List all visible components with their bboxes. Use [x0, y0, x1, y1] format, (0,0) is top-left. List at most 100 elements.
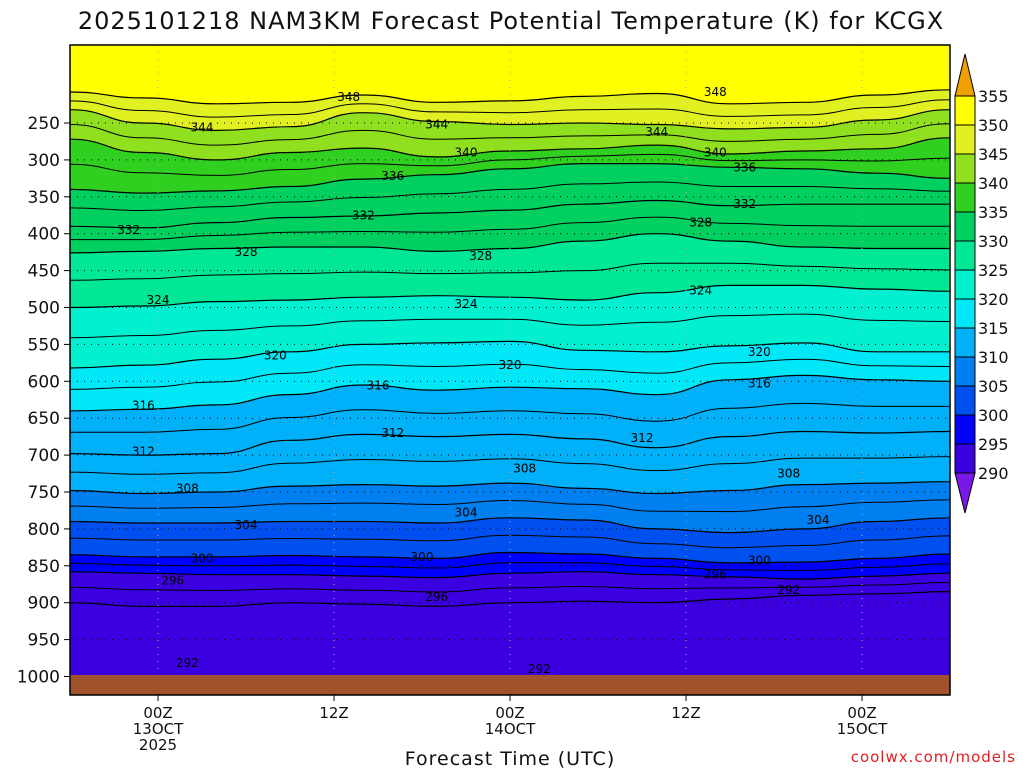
- contour-label-320: 320: [499, 358, 522, 372]
- isentrope-334: [70, 181, 950, 212]
- contour-label-296: 296: [704, 568, 727, 582]
- contour-label-308: 308: [513, 461, 536, 475]
- isentrope-330: [70, 216, 950, 241]
- colorbar-segment-350: [955, 96, 975, 125]
- isentrope-292: [70, 591, 950, 608]
- contour-label-332: 332: [733, 197, 756, 211]
- isentrope-298: [70, 562, 950, 572]
- contour-label-312: 312: [381, 426, 404, 440]
- x-tick-label: 00Z: [143, 704, 172, 722]
- colorbar-segment-290: [955, 444, 975, 473]
- y-tick-label: 800: [28, 520, 60, 540]
- isentrope-294: [70, 581, 950, 593]
- ground-mask: [70, 675, 950, 695]
- isentrope-336: [70, 162, 950, 194]
- colorbar-segment-345: [955, 125, 975, 154]
- contour-label-320: 320: [264, 348, 287, 362]
- contour-label-348: 348: [704, 85, 727, 99]
- colorbar-segment-340: [955, 154, 975, 183]
- contour-label-316: 316: [367, 379, 390, 393]
- contour-label-304: 304: [807, 513, 830, 527]
- potential-temperature-field: [70, 45, 950, 695]
- y-tick-label: 900: [28, 594, 60, 614]
- y-tick-label: 450: [28, 262, 60, 282]
- x-tick-label: 14OCT: [485, 720, 536, 738]
- colorbar-tick-label: 320: [978, 290, 1009, 309]
- y-tick-label: 350: [28, 188, 60, 208]
- colorbar-tick-label: 310: [978, 348, 1009, 367]
- isentrope-332: [70, 199, 950, 229]
- contour-label-324: 324: [455, 297, 478, 311]
- colorbar-segment-325: [955, 241, 975, 270]
- isentrope-296: [70, 571, 950, 580]
- isentrope-344: [70, 109, 950, 132]
- isentrope-338: [70, 153, 950, 176]
- contour-label-328: 328: [469, 249, 492, 263]
- colorbar-segment-305: [955, 357, 975, 386]
- colorbar-segment-335: [955, 183, 975, 212]
- colorbar-tick-label: 345: [978, 145, 1009, 164]
- colorbar-segment-300: [955, 386, 975, 415]
- contour-label-300: 300: [191, 551, 214, 565]
- y-tick-label: 400: [28, 225, 60, 245]
- y-tick-label: 650: [28, 409, 60, 429]
- contour-label-300: 300: [748, 554, 771, 568]
- isentrope-312: [70, 430, 950, 456]
- contour-label-304: 304: [235, 518, 258, 532]
- isentrope-308: [70, 481, 950, 495]
- contour-label-328: 328: [235, 245, 258, 259]
- isentrope-300: [70, 551, 950, 564]
- y-tick-label: 550: [28, 335, 60, 355]
- y-tick-label: 850: [28, 557, 60, 577]
- isentrope-304: [70, 517, 950, 534]
- contour-label-336: 336: [381, 169, 404, 183]
- y-tick-label: 500: [28, 299, 60, 319]
- contour-labels: 348 348 344 344 344 340 340 336 336 332 332 332 328 3…: [117, 85, 830, 676]
- contour-label-292: 292: [176, 656, 199, 670]
- x-tick-label: 2025: [139, 736, 177, 754]
- x-tick-label: 00Z: [847, 704, 876, 722]
- credit-text: coolwx.com/models: [851, 748, 1016, 766]
- isentrope-314: [70, 402, 950, 433]
- x-axis-title: Forecast Time (UTC): [405, 748, 615, 768]
- contour-label-312: 312: [631, 431, 654, 445]
- colorbar-tick-label: 290: [978, 464, 1009, 483]
- x-tick-label: 12Z: [671, 704, 700, 722]
- contour-label-328: 328: [689, 216, 712, 230]
- contour-label-344: 344: [191, 120, 214, 134]
- colorbar-tick-label: 355: [978, 87, 1009, 106]
- colorbar-segment-320: [955, 270, 975, 299]
- isentrope-346: [70, 99, 950, 118]
- colorbar: 290 295 300 305 310 315 320 325 330 335 340 345 350 3…: [954, 53, 1009, 514]
- colorbar-tick-label: 295: [978, 435, 1009, 454]
- colorbar-tick-label: 300: [978, 406, 1009, 425]
- isentrope-348: [70, 89, 950, 105]
- contour-label-316: 316: [132, 399, 155, 413]
- colorbar-tick-label: 350: [978, 116, 1009, 135]
- contour-label-336: 336: [733, 160, 756, 174]
- contour-label-344: 344: [425, 117, 448, 131]
- colorbar-tick-label: 325: [978, 261, 1009, 280]
- y-tick-label: 300: [28, 151, 60, 171]
- contour-label-308: 308: [176, 481, 199, 495]
- x-tick-label: 12Z: [319, 704, 348, 722]
- isentrope-320: [70, 340, 950, 369]
- colorbar-tick-label: 330: [978, 232, 1009, 251]
- contour-label-296: 296: [425, 590, 448, 604]
- contour-label-324: 324: [689, 284, 712, 298]
- contour-label-292: 292: [528, 662, 551, 676]
- colorbar-min-arrow: [954, 472, 976, 514]
- isentrope-326: [70, 262, 950, 281]
- contour-label-308: 308: [777, 467, 800, 481]
- contour-label-300: 300: [411, 550, 434, 564]
- y-tick-label: 250: [28, 114, 60, 134]
- colorbar-tick-label: 315: [978, 319, 1009, 338]
- x-tick-label: 15OCT: [837, 720, 888, 738]
- contour-label-340: 340: [455, 146, 478, 160]
- colorbar-tick-label: 340: [978, 174, 1009, 193]
- isentrope-316: [70, 374, 950, 412]
- field-band-292: [70, 591, 950, 695]
- colorbar-segment-315: [955, 299, 975, 328]
